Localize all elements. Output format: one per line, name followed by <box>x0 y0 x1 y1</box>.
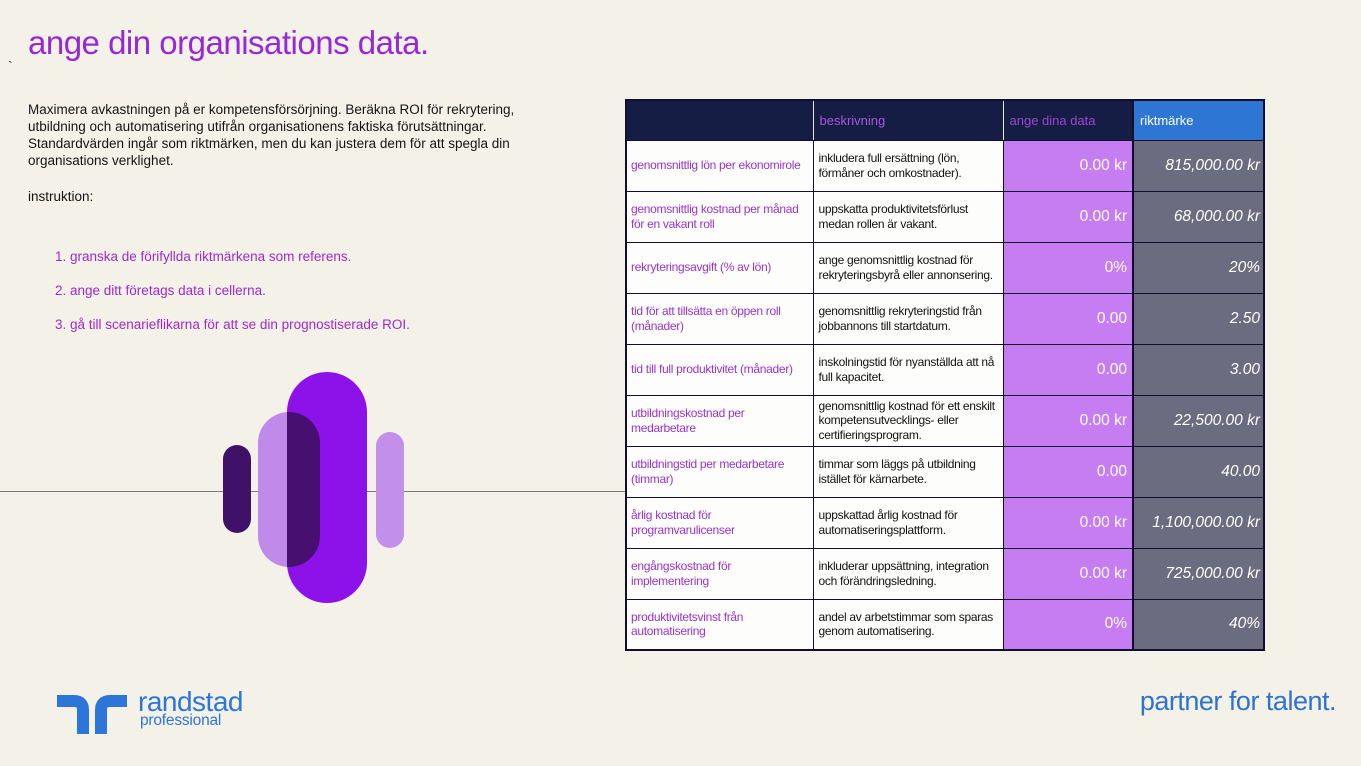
table-row: genomsnittlig kostnad per månad för en v… <box>625 190 1265 243</box>
user-data-cell[interactable]: 0.00 kr <box>1002 547 1134 600</box>
instructions-list: 1. granska de förifyllda riktmärkena som… <box>55 247 410 349</box>
row-label: produktivitetsvinst från automatisering <box>625 598 814 651</box>
benchmark-cell[interactable]: 725,000.00 kr <box>1132 547 1265 600</box>
stray-backtick: ` <box>8 58 13 74</box>
user-data-cell[interactable]: 0.00 kr <box>1002 190 1134 243</box>
instruction-item: 1. granska de förifyllda riktmärkena som… <box>55 249 352 264</box>
table-header-row: beskrivning ange dina data riktmärke <box>625 99 1265 141</box>
benchmark-cell[interactable]: 22,500.00 kr <box>1132 394 1265 447</box>
randstad-logo-icon <box>57 695 127 734</box>
user-data-cell[interactable]: 0.00 kr <box>1002 139 1134 192</box>
row-label: utbildningstid per medarbetare (timmar) <box>625 445 814 498</box>
benchmark-cell[interactable]: 1,100,000.00 kr <box>1132 496 1265 549</box>
instruction-item: 3. gå till scenarieflikarna för att se d… <box>55 317 410 332</box>
benchmark-cell[interactable]: 68,000.00 kr <box>1132 190 1265 243</box>
row-label: rekryteringsavgift (% av lön) <box>625 241 814 294</box>
user-data-cell[interactable]: 0.00 <box>1002 292 1134 345</box>
instruction-item: 2. ange ditt företags data i cellerna. <box>55 283 266 298</box>
col-header-riktmarke: riktmärke <box>1132 99 1265 141</box>
row-label: tid till full produktivitet (månader) <box>625 343 814 396</box>
user-data-cell[interactable]: 0.00 kr <box>1002 394 1134 447</box>
data-bars-graphic <box>223 372 404 603</box>
org-data-table-container: beskrivning ange dina data riktmärke gen… <box>625 99 1265 651</box>
col-header-beskrivning: beskrivning <box>812 99 1004 141</box>
row-description: genomsnittlig rekryteringstid från jobba… <box>812 292 1004 345</box>
row-description: uppskattad årlig kostnad för automatiser… <box>812 496 1004 549</box>
table-row: rekryteringsavgift (% av lön) ange genom… <box>625 241 1265 294</box>
benchmark-cell[interactable]: 3.00 <box>1132 343 1265 396</box>
table-row: tid till full produktivitet (månader) in… <box>625 343 1265 396</box>
benchmark-cell[interactable]: 815,000.00 kr <box>1132 139 1265 192</box>
row-description: inkludera full ersättning (lön, förmåner… <box>812 139 1004 192</box>
benchmark-cell[interactable]: 2.50 <box>1132 292 1265 345</box>
col-header-ange-dina-data: ange dina data <box>1002 99 1134 141</box>
row-label: utbildningskostnad per medarbetare <box>625 394 814 447</box>
intro-paragraph: Maximera avkastningen på er kompetensför… <box>28 102 515 168</box>
row-label: genomsnittlig kostnad per månad för en v… <box>625 190 814 243</box>
randstad-wordmark: randstad <box>138 686 243 717</box>
table-row: utbildningskostnad per medarbetare genom… <box>625 394 1265 447</box>
user-data-cell[interactable]: 0.00 kr <box>1002 496 1134 549</box>
row-label: genomsnittlig lön per ekonomirole <box>625 139 814 192</box>
table-row: årlig kostnad för programvarulicenser up… <box>625 496 1265 549</box>
instructions-heading: instruktion: <box>28 189 94 204</box>
row-description: genomsnittlig kostnad för ett enskilt ko… <box>812 394 1004 447</box>
benchmark-cell[interactable]: 40% <box>1132 598 1265 651</box>
partner-for-talent-tagline: partner for talent. <box>1139 686 1337 716</box>
row-description: timmar som läggs på utbildning istället … <box>812 445 1004 498</box>
page-title: ange din organisations data. <box>28 24 429 61</box>
row-label: tid för att tillsätta en öppen roll (mån… <box>625 292 814 345</box>
row-description: ange genomsnittlig kostnad för rekryteri… <box>812 241 1004 294</box>
user-data-cell[interactable]: 0.00 <box>1002 445 1134 498</box>
row-description: inkluderar uppsättning, integration och … <box>812 547 1004 600</box>
row-description: uppskatta produktivitetsförlust medan ro… <box>812 190 1004 243</box>
user-data-cell[interactable]: 0.00 <box>1002 343 1134 396</box>
row-label: årlig kostnad för programvarulicenser <box>625 496 814 549</box>
table-row: produktivitetsvinst från automatisering … <box>625 598 1265 651</box>
randstad-professional-label: professional <box>140 712 222 729</box>
row-description: inskolningstid för nyanställda att nå fu… <box>812 343 1004 396</box>
benchmark-cell[interactable]: 40.00 <box>1132 445 1265 498</box>
row-label: engångskostnad för implementering <box>625 547 814 600</box>
org-data-table: beskrivning ange dina data riktmärke gen… <box>625 99 1265 651</box>
user-data-cell[interactable]: 0% <box>1002 598 1134 651</box>
table-row: tid för att tillsätta en öppen roll (mån… <box>625 292 1265 345</box>
table-row: genomsnittlig lön per ekonomirole inklud… <box>625 139 1265 192</box>
benchmark-cell[interactable]: 20% <box>1132 241 1265 294</box>
table-row: engångskostnad för implementering inklud… <box>625 547 1265 600</box>
row-description: andel av arbetstimmar som sparas genom a… <box>812 598 1004 651</box>
user-data-cell[interactable]: 0% <box>1002 241 1134 294</box>
corner-header-cell <box>625 99 814 141</box>
table-row: utbildningstid per medarbetare (timmar) … <box>625 445 1265 498</box>
